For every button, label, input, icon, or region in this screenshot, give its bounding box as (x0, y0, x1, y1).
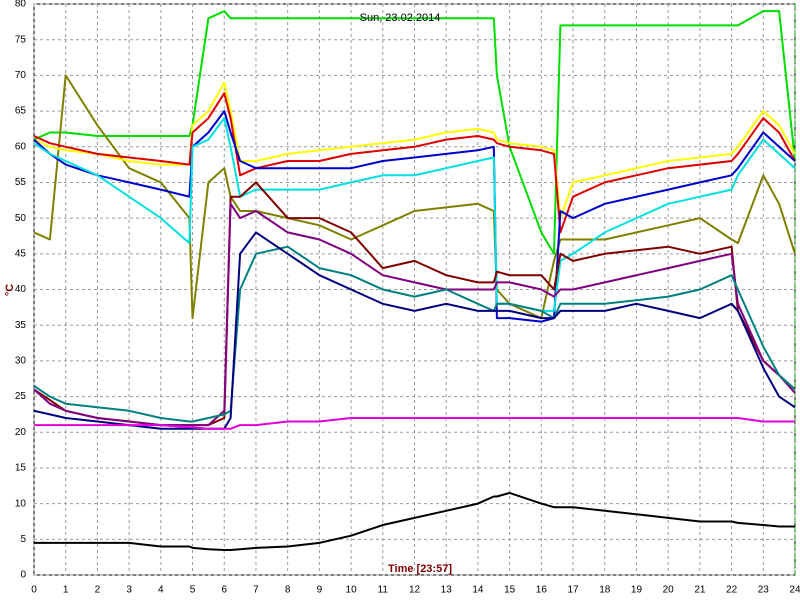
y-tick-label: 50 (15, 213, 27, 224)
x-tick-label: 1 (63, 585, 69, 596)
x-tick-label: 19 (631, 585, 643, 596)
x-tick-label: 21 (694, 585, 706, 596)
x-tick-label: 18 (599, 585, 611, 596)
x-tick-label: 11 (378, 585, 389, 596)
y-tick-label: 20 (15, 427, 27, 438)
y-tick-label: 25 (15, 391, 27, 402)
x-tick-label: 15 (504, 585, 516, 596)
x-axis-label: Time [23:57] (388, 563, 452, 575)
y-tick-label: 5 (20, 534, 26, 545)
x-tick-label: 20 (663, 585, 675, 596)
x-tick-label: 23 (758, 585, 770, 596)
series-line (33, 245, 796, 423)
x-tick-label: 5 (190, 585, 196, 596)
x-tick-label: 17 (567, 585, 579, 596)
x-tick-label: 6 (221, 585, 227, 596)
y-tick-label: 15 (15, 463, 27, 474)
x-tick-label: 9 (317, 585, 323, 596)
y-tick-label: 65 (15, 106, 27, 117)
series-line (33, 117, 796, 312)
x-tick-label: 8 (285, 585, 291, 596)
x-tick-label: 7 (253, 585, 259, 596)
x-tick-label: 14 (472, 585, 484, 596)
y-tick-label: 80 (15, 0, 27, 10)
x-tick-label: 10 (346, 585, 358, 596)
y-tick-label: 70 (15, 70, 27, 81)
x-tick-label: 13 (441, 585, 453, 596)
series-line (34, 491, 795, 551)
series-line (33, 110, 796, 323)
chart-title: Sun, 23.02.2014 (360, 12, 441, 24)
series-line (33, 231, 796, 430)
y-tick-label: 35 (15, 320, 27, 331)
x-tick-label: 12 (409, 585, 421, 596)
x-tick-label: 24 (789, 585, 800, 596)
x-tick-label: 0 (31, 585, 37, 596)
series-line (33, 74, 796, 320)
y-tick-label: 0 (20, 570, 26, 581)
x-tick-label: 3 (126, 585, 132, 596)
x-tick-label: 4 (158, 585, 164, 596)
y-tick-label: 45 (15, 248, 27, 259)
y-tick-label: 10 (15, 498, 27, 509)
series-line (33, 10, 796, 255)
x-tick-label: 16 (536, 585, 548, 596)
x-tick-label: 22 (726, 585, 738, 596)
series-line (33, 92, 796, 234)
y-tick-label: 55 (15, 177, 27, 188)
y-axis-label: °C (4, 284, 16, 296)
y-tick-label: 60 (15, 141, 27, 152)
y-tick-label: 30 (15, 356, 27, 367)
y-tick-label: 40 (15, 284, 27, 295)
series-line (33, 202, 796, 427)
y-tick-label: 75 (15, 34, 27, 45)
x-tick-label: 2 (95, 585, 101, 596)
series-line (34, 417, 795, 430)
